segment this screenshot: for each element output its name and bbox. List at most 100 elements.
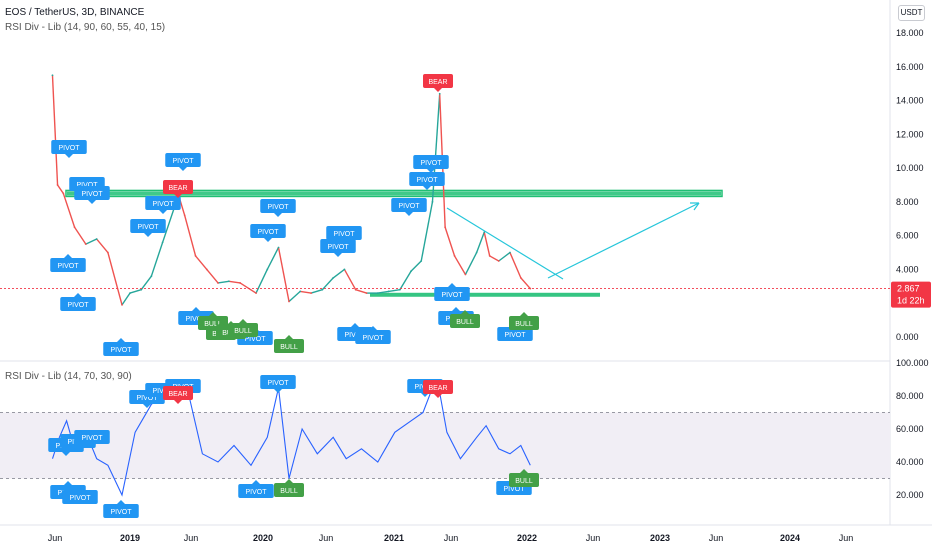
indicator-title: RSI Div - Lib (14, 90, 60, 55, 40, 15) [5,22,166,33]
price-point [488,255,491,257]
bull-label: BULL [228,319,258,337]
price-point [497,260,500,262]
bull-label-box [509,473,539,487]
bull-label-pointer [520,469,528,473]
currency-unit-button[interactable]: USDT [898,5,925,21]
price-segment [300,290,312,294]
pivot-label: PIVOT [50,254,86,272]
pivot-label-box [103,342,139,356]
pivot-label-pointer [351,323,359,327]
pivot-label-text: PIVOT [257,229,279,236]
pivot-label: PIVOT [260,375,296,393]
price-segment [388,289,400,293]
price-point [483,231,486,234]
time-tick-label: 2021 [384,533,404,543]
rsi-tick-label: 20.000 [896,490,924,500]
price-point [73,226,76,229]
price-point [56,184,59,186]
price-point [107,251,109,254]
pivot-label-box [413,155,449,169]
price-point [365,292,368,294]
rsi-line [51,386,531,497]
pivot-label-text: PIVOT [152,201,174,208]
price-tick-label: 0.000 [896,332,919,342]
price-segment [399,270,412,291]
pivot-label: PIVOT [260,199,296,217]
bull-label-box [228,323,258,337]
price-point [509,251,511,254]
pivot-label-text: PIVOT [69,495,91,502]
price-point [277,246,280,249]
pivot-label-pointer [76,486,84,490]
pivot-label-text: PIVOT [327,244,349,251]
pivot-label-pointer [423,186,431,190]
price-tick-label: 16.000 [896,62,924,72]
price-point [310,292,313,294]
price-segment [121,292,131,306]
price-point [140,288,143,291]
price-segment [288,290,301,303]
pivot-label-text: PIVOT [137,224,159,231]
price-point [453,255,456,257]
pivot-label-text: PIVOT [110,347,132,354]
price-segment [483,232,491,257]
pivot-label: PIVOT [103,338,139,356]
pivot-label-pointer [252,480,260,484]
price-tick-label: 12.000 [896,129,924,139]
bull-label-text: BULL [280,344,298,351]
price-point [431,200,434,203]
symbol-title: EOS / TetherUS, 3D, BINANCE [5,7,145,18]
price-segment [444,227,456,257]
pivot-label-text: PIVOT [362,335,384,342]
pivot-label-pointer [64,254,72,258]
pivot-label-text: PIVOT [244,336,266,343]
price-point [529,287,532,290]
bear-label-text: BEAR [428,79,447,86]
price-point [288,300,290,303]
pivot-label-text: PIVOT [58,145,80,152]
price-point [255,292,257,294]
pivot-label-box [165,153,201,167]
pivot-label-pointer [334,253,342,257]
pivot-label-text: PIVOT [76,182,98,189]
pivot-label-pointer [88,200,96,204]
pivot-label-box [130,219,166,233]
time-tick-label: Jun [709,533,724,543]
pivot-label-text: PIVOT [416,177,438,184]
last-price-value: 2.867 [897,284,920,294]
price-point [161,241,164,244]
pivot-label-pointer [274,389,282,393]
price-point [464,273,467,276]
price-point [84,243,87,246]
descending-trendline [446,207,564,280]
pivot-label-text: PIVOT [420,160,442,167]
price-segment [377,290,389,294]
bull-label: BULL [274,335,304,353]
pivot-label: PIVOT [413,155,449,173]
bull-label-text: BULL [515,321,533,328]
price-segment [321,277,334,291]
price-segment [520,277,531,290]
bull-label-text: BULL [456,319,474,326]
pivot-label-text: PIVOT [110,509,132,516]
bear-label-box [163,386,193,400]
pivot-label-box [320,239,356,253]
pivot-label-text: PIVOT [333,231,355,238]
price-segment [56,184,64,194]
resistance-fill [67,191,721,196]
price-tick-label: 6.000 [896,231,919,241]
bull-label-pointer [285,335,293,339]
price-segment [310,289,323,294]
time-tick-label: 2019 [120,533,140,543]
pivot-label-pointer [144,233,152,237]
pivot-label-pointer [64,481,72,485]
price-segment [410,260,422,272]
pivot-label-pointer [159,210,167,214]
time-tick-label: Jun [586,533,601,543]
price-segment [85,238,97,245]
pivot-label: PIVOT [250,224,286,242]
bull-label-text: BULL [204,321,222,328]
price-segment [140,275,152,291]
price-tick-label: 18.000 [896,28,924,38]
